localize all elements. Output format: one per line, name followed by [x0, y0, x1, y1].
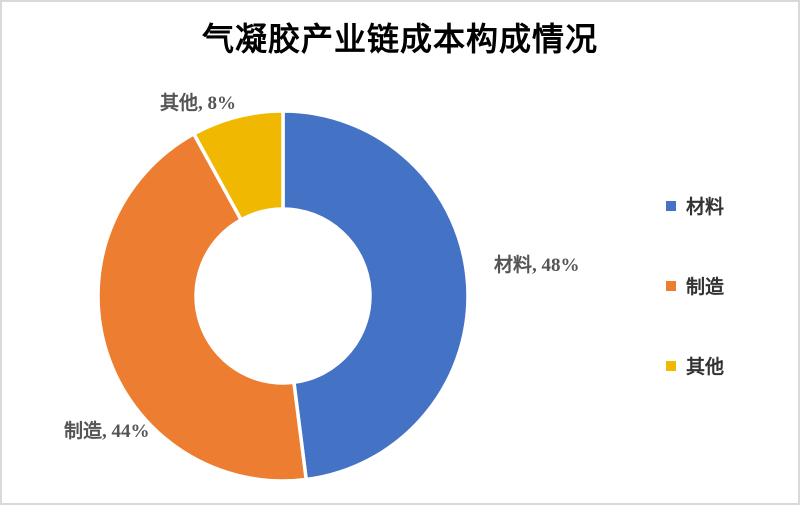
donut-slice-其他 [192, 109, 285, 222]
legend-item-other: 其他 [666, 354, 725, 378]
legend-item-material: 材料 [666, 194, 725, 218]
legend-swatch-manufacturing-icon [666, 280, 676, 291]
data-label-material: 材料, 48% [494, 255, 580, 276]
chart-title: 气凝胶产业链成本构成情况 [201, 21, 598, 57]
data-label-manufacturing: 制造, 44% [64, 421, 150, 442]
donut-chart [96, 109, 470, 483]
legend-item-manufacturing: 制造 [666, 274, 725, 298]
donut-slice-制造 [96, 132, 308, 483]
legend-label-manufacturing: 制造 [686, 277, 725, 298]
donut-slice-材料 [281, 109, 470, 482]
legend-swatch-other-icon [666, 360, 676, 371]
data-label-other: 其他, 8% [160, 93, 237, 114]
legend-swatch-material-icon [666, 200, 676, 211]
legend-label-other: 其他 [686, 357, 725, 378]
chart-legend: 材料 制造 其他 [666, 194, 725, 378]
legend-label-material: 材料 [686, 197, 725, 218]
